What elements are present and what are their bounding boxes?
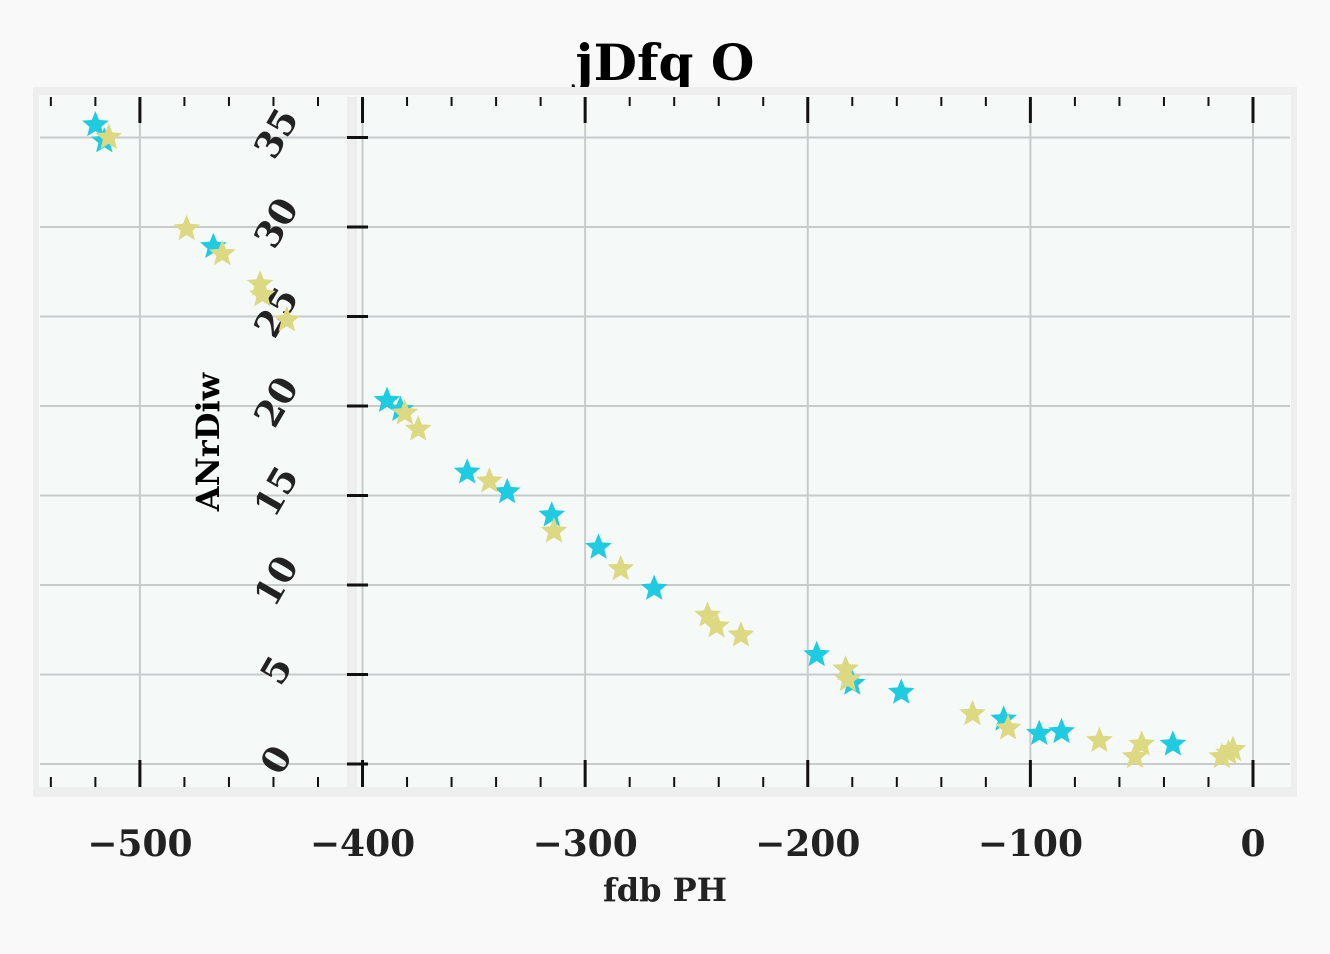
data-point-series-2 [694, 601, 721, 627]
data-point-series-2 [404, 415, 432, 441]
x-tick-label: −500 [87, 823, 192, 865]
x-tick-label: −100 [978, 823, 1083, 865]
data-point-series-2 [607, 554, 635, 581]
data-point-series-1 [1159, 730, 1187, 756]
data-point-series-2 [703, 612, 730, 638]
x-tick-label: −400 [310, 823, 415, 865]
data-point-series-2 [95, 123, 123, 149]
data-point-series-2 [246, 270, 274, 296]
data-point-series-1 [82, 110, 109, 137]
data-point-series-1 [493, 477, 521, 504]
y-axis-band [347, 97, 357, 787]
data-point-series-2 [1208, 742, 1236, 769]
data-point-series-2 [273, 306, 301, 332]
x-axis-label: fdb PH [603, 871, 727, 909]
plot-area [33, 87, 1297, 797]
data-point-series-2 [832, 655, 859, 681]
grid [40, 97, 1290, 787]
data-point-series-1 [453, 458, 481, 484]
data-point-series-2 [1086, 726, 1113, 753]
data-point-series-1 [538, 501, 566, 527]
data-point-series-2 [959, 699, 986, 726]
data-point-series-1 [1025, 719, 1053, 745]
x-tick-label: 0 [1240, 823, 1265, 865]
data-point-series-2 [1121, 742, 1149, 769]
data-point-series-1 [640, 574, 668, 600]
x-tick-label: −300 [532, 823, 637, 865]
data-points [82, 110, 1247, 769]
chart-title: jDfq O [572, 33, 755, 92]
data-point-series-1 [585, 533, 612, 559]
data-point-series-2 [834, 665, 862, 692]
data-point-series-2 [994, 714, 1022, 740]
data-point-series-2 [208, 239, 236, 266]
data-point-series-1 [887, 678, 915, 704]
data-point-series-1 [803, 640, 830, 667]
data-point-series-2 [540, 517, 568, 543]
data-point-series-2 [727, 621, 755, 647]
data-point-series-1 [990, 705, 1017, 731]
data-point-series-2 [391, 399, 419, 425]
data-point-series-1 [1048, 717, 1075, 744]
data-point-series-2 [1128, 730, 1155, 756]
data-point-series-2 [476, 467, 503, 493]
data-point-series-2 [1219, 735, 1247, 762]
y-axis-label: ANrDiw [189, 371, 227, 512]
x-tick-label: −200 [755, 823, 860, 865]
data-point-series-2 [173, 214, 200, 241]
data-point-series-1 [200, 232, 227, 259]
data-point-series-2 [249, 281, 276, 307]
